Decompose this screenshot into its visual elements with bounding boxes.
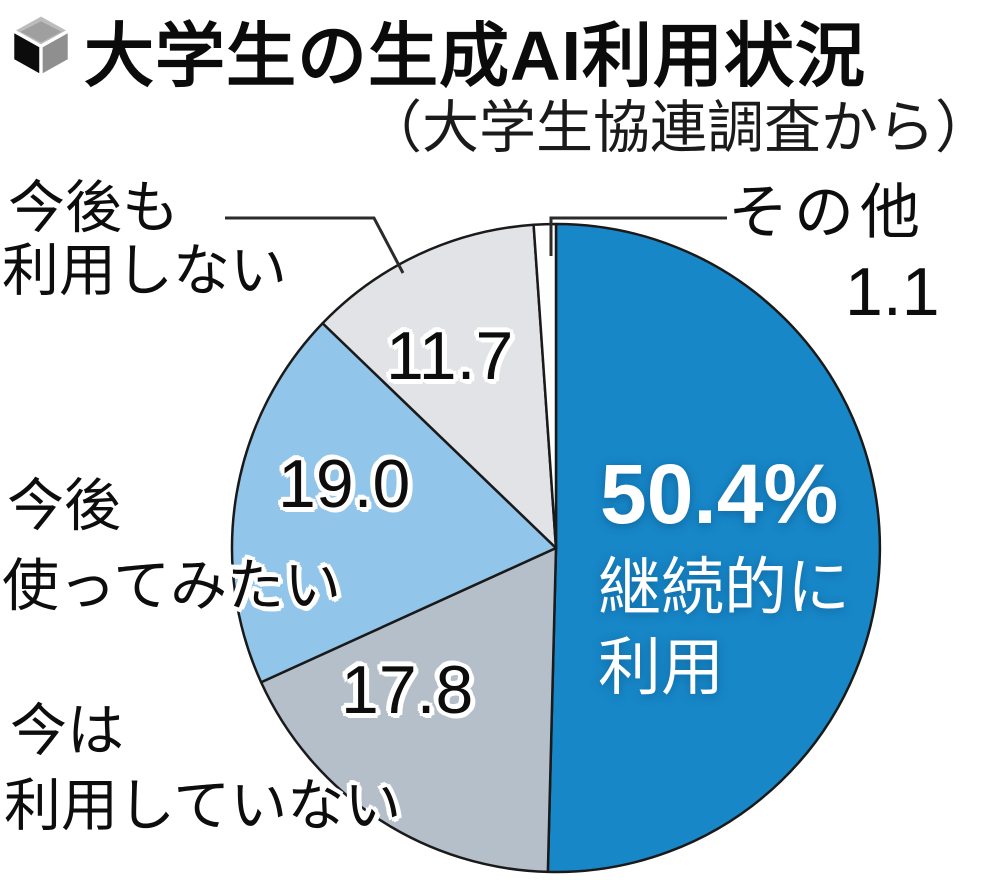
label-want-to-try-line2: 使ってみたい (2, 554, 342, 618)
label-other: その他 (728, 179, 926, 246)
pie-slice-3 (230, 322, 558, 684)
leader-line-other (549, 216, 727, 256)
pie-slice-5 (532, 222, 558, 550)
page-subtitle: （大学生協連調査から） (365, 97, 992, 160)
value-continuous-use: 50.4% (600, 447, 839, 541)
page-title: 大学生の生成AI利用状況 (84, 17, 866, 95)
label-wont-use-line2: 利用しない (2, 239, 287, 303)
label-wont-use-line1: 今後も (8, 176, 179, 240)
label-continuous-use-line1: 継続的に (598, 553, 850, 623)
pie-slice-4 (321, 223, 558, 550)
value-want-to-try: 19.0 (278, 446, 411, 522)
leader-line-wont-use (225, 216, 405, 274)
value-wont-use: 11.7 (386, 318, 514, 394)
cube-icon (9, 12, 73, 78)
label-continuous-use-line2: 利用 (598, 633, 724, 703)
pie-slice-1 (546, 222, 882, 874)
value-not-using: 17.8 (341, 652, 474, 728)
value-other: 1.1 (845, 254, 940, 330)
pie-slices-group (230, 222, 882, 874)
label-want-to-try-line1: 今後 (7, 474, 121, 538)
label-not-using-line2: 利用していない (4, 774, 402, 838)
label-continuous-use: 継続的に 利用 (598, 548, 850, 708)
label-not-using-line1: 今は (10, 699, 124, 763)
pie-slice-2 (259, 546, 558, 874)
